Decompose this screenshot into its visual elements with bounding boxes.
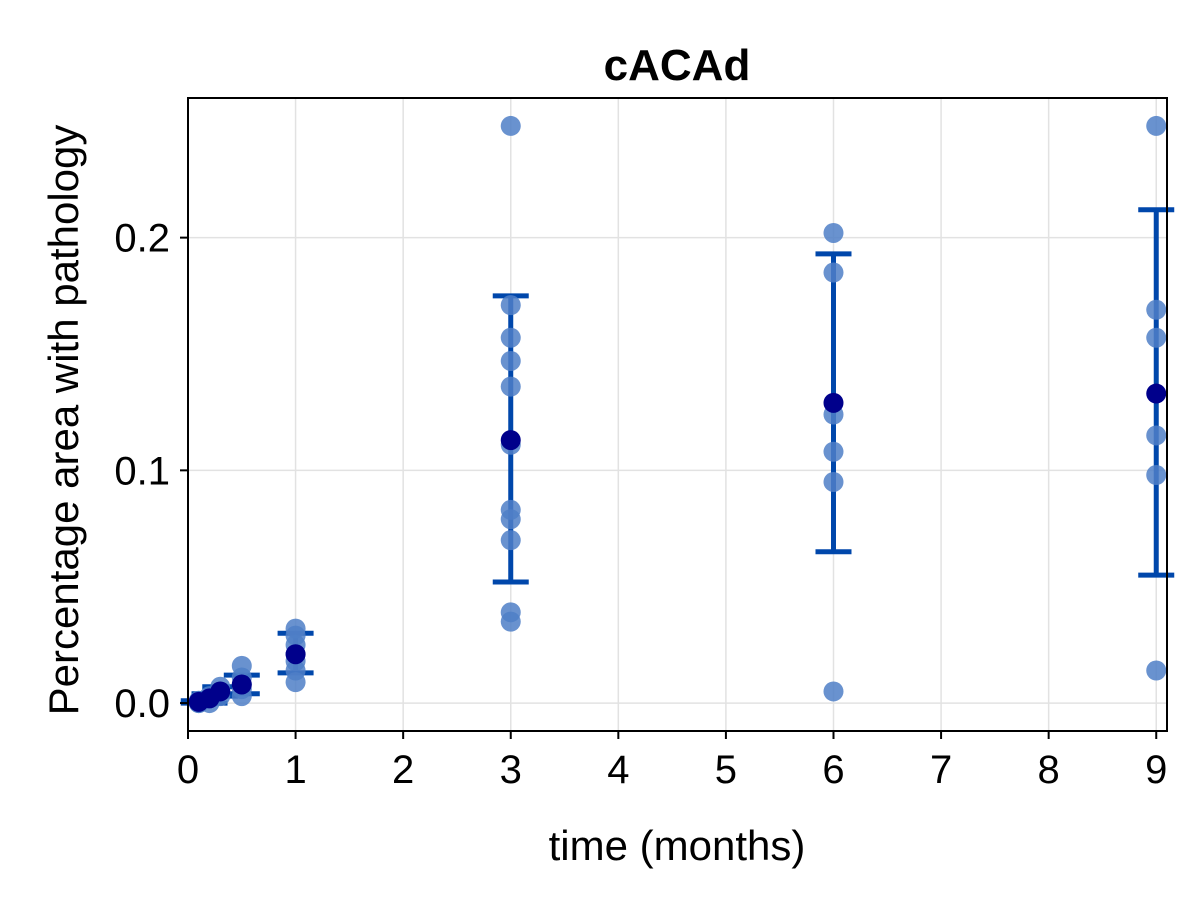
mean-point [285, 644, 306, 665]
data-point [1146, 327, 1167, 348]
x-tick-label: 5 [715, 748, 737, 792]
x-tick-label: 9 [1145, 748, 1167, 792]
data-point [1146, 425, 1167, 446]
data-point [1146, 660, 1167, 681]
data-point [500, 509, 521, 530]
data-point [500, 376, 521, 397]
data-point [500, 611, 521, 632]
data-point [1146, 299, 1167, 320]
x-tick-label: 2 [392, 748, 414, 792]
plot-frame [187, 97, 1168, 732]
grid [187, 98, 1167, 731]
y-tick-label: 0.1 [114, 449, 170, 493]
data-point [285, 618, 306, 639]
data-point [500, 295, 521, 316]
mean-point [210, 681, 231, 702]
y-tick-label: 0.2 [114, 217, 170, 261]
x-tick-label: 7 [930, 748, 952, 792]
chart-title: cACAd [604, 41, 751, 90]
data-point [500, 350, 521, 371]
data-point [823, 471, 844, 492]
errorbars [180, 207, 1175, 706]
data-point [500, 115, 521, 136]
mean-point [823, 392, 844, 413]
x-tick-label: 3 [500, 748, 522, 792]
data-point [1146, 465, 1167, 486]
mean-points [188, 383, 1167, 712]
x-axis-label: time (months) [549, 822, 806, 869]
data-point [231, 655, 252, 676]
data-point [823, 262, 844, 283]
x-tick-label: 6 [822, 748, 844, 792]
data-point [1146, 115, 1167, 136]
data-point [500, 530, 521, 551]
data-point [823, 681, 844, 702]
x-tick-label: 8 [1038, 748, 1060, 792]
x-tick-label: 4 [607, 748, 629, 792]
x-tick-label: 0 [177, 748, 199, 792]
mean-point [500, 430, 521, 451]
data-points [188, 115, 1167, 714]
data-point [500, 327, 521, 348]
x-tick-label: 1 [284, 748, 306, 792]
y-axis-ticks: 0.0 0.1 0.2 [114, 217, 188, 726]
y-tick-label: 0.0 [114, 682, 170, 726]
y-axis-label: Percentage area with pathology [40, 125, 87, 716]
x-axis-ticks: 0 1 2 3 4 5 6 7 8 9 [177, 731, 1167, 792]
data-point [823, 441, 844, 462]
data-point [823, 222, 844, 243]
mean-point [1146, 383, 1167, 404]
mean-point [231, 674, 252, 695]
